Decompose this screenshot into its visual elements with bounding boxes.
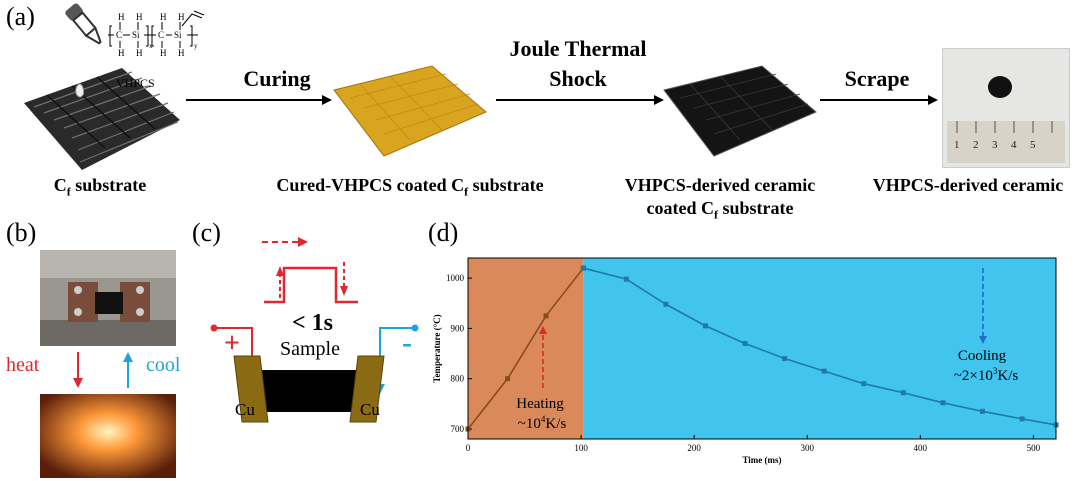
chem-c: C	[116, 30, 122, 40]
heat-label: heat	[6, 354, 40, 376]
y-tick-label: 800	[451, 374, 465, 384]
ceramic-substrate-image	[663, 65, 817, 157]
setup-photo-cool	[40, 250, 176, 346]
step-scrape: Scrape	[844, 66, 910, 91]
heating-annotation-line2: ~104K/s	[518, 414, 567, 432]
chem-y: y	[194, 42, 198, 50]
cooling-point	[623, 276, 629, 282]
heat-arrow-icon	[73, 352, 83, 388]
cooling-point	[1019, 416, 1025, 422]
x-tick-label: 400	[914, 443, 928, 453]
cooling-point	[782, 356, 788, 362]
chem-h: H	[118, 48, 125, 58]
ruler-5: 5	[1030, 139, 1036, 151]
x-tick-label: 500	[1027, 443, 1041, 453]
caption-cured: Cured-VHPCS coated Cf substrate	[276, 175, 544, 199]
chem-h: H	[136, 12, 143, 22]
x-tick-label: 200	[687, 443, 701, 453]
panel-c-label: (c)	[192, 218, 221, 247]
step-joule-line2: Shock	[549, 66, 607, 91]
cool-arrow-icon	[123, 352, 133, 388]
cooling-point	[900, 390, 906, 396]
cooling-annotation-line1: Cooling	[958, 348, 1007, 364]
panel-d-label: (d)	[428, 218, 459, 247]
circuit-diagram	[210, 237, 419, 423]
chem-h: H	[160, 12, 167, 22]
x-axis-label: Time (ms)	[742, 455, 781, 465]
chem-h: H	[118, 12, 125, 22]
cooling-point	[821, 368, 827, 374]
cooling-point	[742, 340, 748, 346]
caption-derived-line2: coated Cf substrate	[646, 198, 794, 222]
step-joule-line1: Joule Thermal	[509, 36, 647, 61]
cool-label: cool	[146, 354, 181, 376]
chem-h: H	[160, 48, 167, 58]
cooling-point	[861, 381, 867, 387]
arrow-joule	[496, 95, 664, 105]
plus-terminal: +	[224, 328, 240, 359]
vhpcs-label: VHPCS	[116, 76, 155, 90]
cooling-point	[580, 265, 586, 271]
heating-point	[543, 313, 549, 319]
heating-annotation-line1: Heating	[516, 396, 564, 412]
cf-substrate-image	[24, 68, 180, 170]
ruler-1: 1	[954, 139, 960, 151]
y-tick-label: 700	[451, 424, 465, 434]
plot-frame	[467, 257, 1057, 440]
chem-c: C	[158, 30, 164, 40]
x-tick-label: 300	[800, 443, 814, 453]
arrow-curing	[186, 95, 332, 105]
caption-cf-substrate: Cf substrate	[53, 175, 147, 199]
dropper-icon	[65, 3, 102, 45]
y-tick-label: 900	[451, 323, 465, 333]
x-tick-label: 100	[574, 443, 588, 453]
step-curing: Curing	[243, 66, 311, 91]
ruler-2: 2	[973, 139, 979, 151]
minus-terminal: -	[402, 326, 412, 359]
setup-photo-heat	[40, 394, 176, 478]
cooling-point	[663, 301, 669, 307]
chem-x: x	[149, 42, 153, 50]
cu-left-label: Cu	[235, 400, 255, 419]
cooling-region	[583, 258, 1056, 439]
y-tick-label: 1000	[446, 273, 465, 283]
cu-right-label: Cu	[360, 400, 380, 419]
x-tick-label: 0	[466, 443, 471, 453]
cooling-point	[702, 323, 708, 329]
cooling-point	[940, 400, 946, 406]
ruler-4: 4	[1011, 139, 1017, 151]
heating-curve	[467, 267, 584, 430]
sample-label: Sample	[280, 338, 340, 360]
vhpcs-structure: H H H H C Si C Si H H H H x y	[108, 10, 205, 58]
cured-substrate-image	[333, 65, 487, 157]
chem-h: H	[178, 12, 185, 22]
panel-b-label: (b)	[6, 218, 37, 247]
panel-a-label: (a)	[6, 2, 35, 31]
ruler-3: 3	[992, 139, 998, 151]
cooling-annotation-line2: ~2×103K/s	[954, 366, 1019, 384]
chem-si: Si	[132, 30, 140, 40]
ceramic-photo: 1 2 3 4 5	[942, 48, 1070, 168]
arrow-scrape	[820, 95, 938, 105]
heating-point	[505, 376, 511, 382]
y-axis-label: Temperature (°C)	[432, 314, 442, 382]
pulse-time-label: < 1s	[292, 310, 334, 336]
caption-derived-line1: VHPCS-derived ceramic	[624, 175, 816, 195]
chem-si: Si	[174, 30, 182, 40]
caption-final: VHPCS-derived ceramic	[872, 175, 1064, 195]
cooling-point	[980, 408, 985, 414]
chem-h: H	[136, 48, 143, 58]
chem-h: H	[178, 48, 185, 58]
